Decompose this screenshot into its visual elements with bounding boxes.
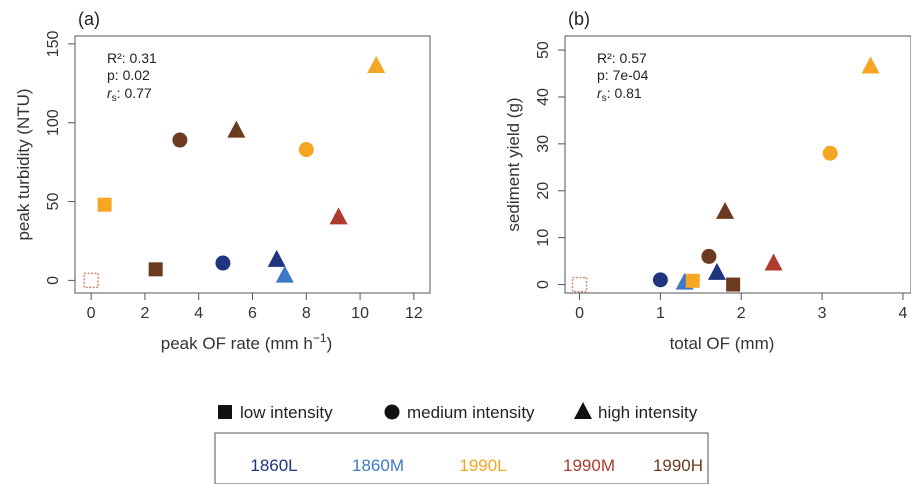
- legend: low intensity medium intensity high intens…: [214, 402, 709, 484]
- panel-label: (b): [568, 9, 590, 29]
- x-tick-label: 8: [302, 305, 311, 322]
- panel-a: 0 50 100 150 0 2 4 6 8 10 12 (a) peak turbidity (NTU…: [14, 9, 431, 353]
- data-point: [172, 132, 188, 148]
- plot-frame: [564, 35, 911, 294]
- panel-label: (a): [78, 9, 100, 29]
- x-tick-label: 0: [575, 305, 584, 322]
- x-axis-label: peak OF rate (mm h−1): [161, 331, 332, 353]
- legend-shape-label: high intensity: [598, 403, 698, 422]
- data-point: [227, 120, 246, 138]
- x-tick-label: 4: [194, 305, 203, 322]
- data-point: [726, 277, 741, 292]
- data-point: [267, 249, 286, 267]
- data-point: [97, 197, 112, 212]
- data-point: [367, 55, 386, 73]
- legend-site-1860M: 1860M: [352, 456, 404, 475]
- data-point: [701, 248, 717, 264]
- data-point: [685, 273, 700, 288]
- x-tick-label: 1: [656, 305, 665, 322]
- stat-r2: R²: 0.31: [107, 50, 157, 66]
- x-tick-label: 4: [898, 305, 907, 322]
- x-tick-label: 6: [248, 305, 257, 322]
- y-tick-label: 50: [535, 41, 552, 59]
- data-point: [275, 265, 294, 283]
- legend-shape-medium: [384, 404, 400, 420]
- legend-site-1860L: 1860L: [250, 456, 297, 475]
- x-tick-label: 3: [818, 305, 827, 322]
- legend-shape-label: medium intensity: [407, 403, 535, 422]
- data-point: [298, 142, 314, 158]
- y-tick-label: 0: [45, 276, 62, 285]
- y-axis-label: sediment yield (g): [504, 97, 523, 231]
- x-axis-label: total OF (mm): [670, 334, 775, 353]
- y-tick-label: 50: [45, 193, 62, 211]
- y-tick-label: 40: [535, 88, 552, 106]
- x-tick-label: 12: [405, 305, 423, 322]
- y-tick-label: 0: [535, 280, 552, 289]
- y-tick-label: 10: [535, 229, 552, 247]
- stat-rs: rs: 0.81: [597, 85, 642, 104]
- x-tick-label: 10: [351, 305, 369, 322]
- data-point: [148, 262, 163, 277]
- y-tick-label: 150: [45, 30, 62, 57]
- legend-site-box: [214, 432, 709, 484]
- panel-b: 0 10 20 30 40 50 0 1 2 3 4 (b) sediment yield (g) tot…: [504, 9, 911, 353]
- stat-p: p: 7e-04: [597, 67, 649, 83]
- data-point: [83, 272, 99, 289]
- legend-shape-low: [218, 405, 232, 419]
- legend-shape-label: low intensity: [240, 403, 333, 422]
- legend-site-1990M: 1990M: [563, 456, 615, 475]
- x-tick-label: 2: [737, 305, 746, 322]
- y-tick-label: 100: [45, 109, 62, 136]
- y-tick-label: 20: [535, 182, 552, 200]
- data-point: [652, 272, 668, 288]
- legend-site-1990L: 1990L: [459, 456, 506, 475]
- legend-shape-high: [574, 402, 592, 419]
- data-point: [764, 253, 783, 271]
- data-point: [215, 255, 231, 271]
- stat-p: p: 0.02: [107, 67, 150, 83]
- data-point: [822, 145, 838, 161]
- stat-rs: rs: 0.77: [107, 85, 152, 104]
- stat-r2: R²: 0.57: [597, 50, 647, 66]
- data-point: [716, 201, 735, 219]
- legend-site-1990H: 1990H: [653, 456, 703, 475]
- data-point: [707, 262, 726, 280]
- y-tick-label: 30: [535, 135, 552, 153]
- x-tick-label: 0: [87, 305, 96, 322]
- x-tick-label: 2: [140, 305, 149, 322]
- y-axis-label: peak turbidity (NTU): [14, 88, 33, 240]
- data-point: [861, 56, 880, 74]
- data-point: [571, 276, 588, 293]
- data-point: [329, 207, 348, 225]
